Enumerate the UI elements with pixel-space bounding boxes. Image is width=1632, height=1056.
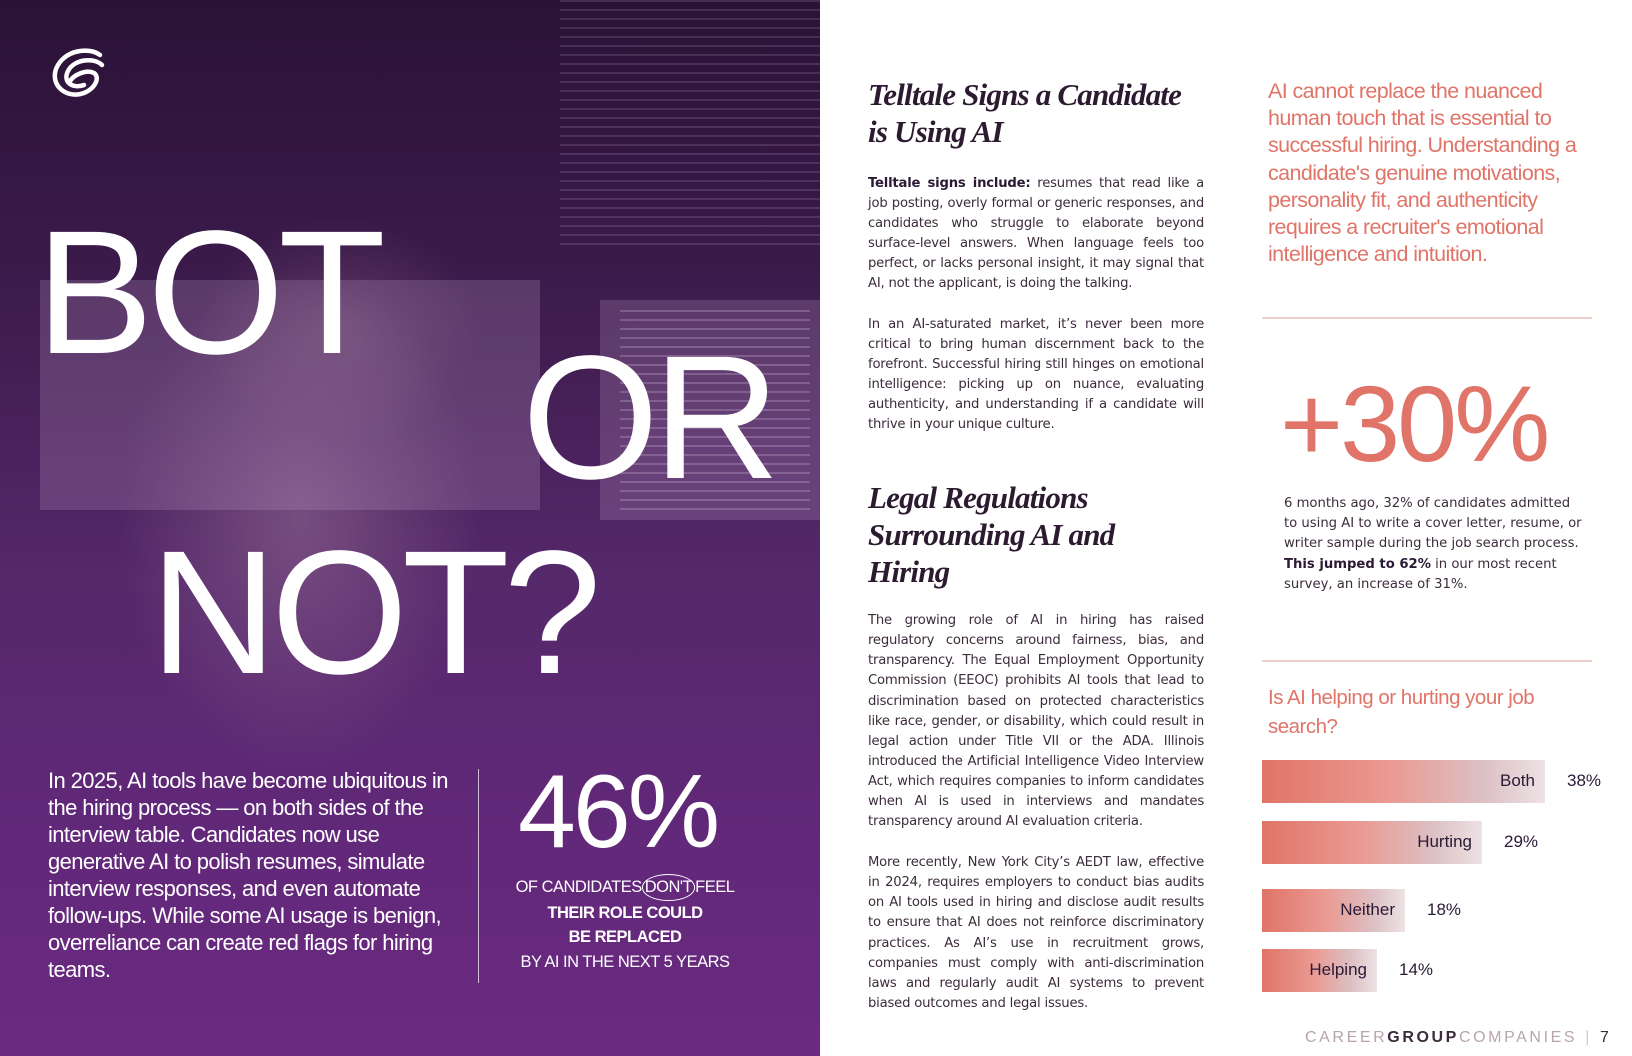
background-code — [560, 0, 820, 250]
intro-paragraph: In 2025, AI tools have become ubiquitous… — [48, 768, 448, 982]
bar-label: Both — [1500, 771, 1535, 790]
divider — [1262, 317, 1592, 319]
quote-column: AI cannot replace the nuanced human touc… — [1268, 78, 1598, 268]
bar-value-label: 38% — [1567, 771, 1602, 790]
stat-46-percent: 46% — [518, 754, 720, 870]
stat-plus-30: +30% — [1280, 363, 1550, 484]
stat-paragraph: 6 months ago, 32% of candidates admitted… — [1284, 494, 1584, 595]
caption-pre: OF CANDIDATES — [515, 878, 643, 896]
stat-text: 6 months ago, 32% of candidates admitted… — [1284, 496, 1582, 552]
paragraph-telltale: Telltale signs include: resumes that rea… — [868, 174, 1204, 295]
background-code — [620, 310, 810, 510]
headline-or: OR — [522, 320, 780, 516]
bar-value-label: 14% — [1399, 960, 1434, 979]
paragraph-regulations: The growing role of AI in hiring has rai… — [868, 613, 1204, 830]
bar-neither: Neither — [1262, 889, 1405, 932]
logo-icon — [52, 48, 105, 97]
page-number: 7 — [1599, 1029, 1609, 1046]
hero-panel: BOT OR NOT? In 2025, AI tools have becom… — [0, 0, 820, 1056]
background-monitor — [600, 300, 820, 520]
paragraph-discernment: In an AI-saturated market, it’s never be… — [868, 316, 1204, 433]
bar-label: Helping — [1309, 960, 1367, 979]
stat-text-end: in our most recent survey, an increase o… — [1284, 556, 1557, 592]
caption-post: FEEL — [695, 878, 735, 896]
stat-bold: This jumped to 62% — [1284, 556, 1431, 572]
brand-group: GROUP — [1387, 1029, 1459, 1046]
heading-telltale-signs: Telltale Signs a Candidate is Using AI — [868, 77, 1182, 149]
paragraph-text: resumes that read like a job posting, ov… — [868, 176, 1204, 292]
chart-title: Is AI helping or hurting your job search… — [1268, 686, 1535, 738]
bar-value-label: 29% — [1504, 832, 1539, 851]
bar-hurting: Hurting — [1262, 821, 1482, 864]
stat-caption: OF CANDIDATES DON'T FEEL THEIR ROLE COULD … — [495, 874, 755, 974]
pull-quote: AI cannot replace the nuanced human touc… — [1268, 79, 1577, 267]
caption-circled: DON'T — [641, 874, 696, 901]
bar-value-label: 18% — [1427, 900, 1462, 919]
footer-separator: | — [1585, 1029, 1592, 1046]
caption-line3: BE REPLACED — [568, 928, 682, 946]
bar-label: Hurting — [1417, 832, 1472, 851]
heading-legal-regulations: Legal Regulations Surrounding AI and Hir… — [868, 480, 1115, 590]
paragraph-nyc-law: More recently, New York City’s AEDT law,… — [868, 855, 1204, 1011]
divider — [1262, 660, 1592, 662]
caption-line4: BY AI IN THE NEXT 5 YEARS — [520, 952, 730, 971]
bar-helping: Helping — [1262, 949, 1377, 992]
vertical-divider — [478, 769, 479, 983]
brand-companies: COMPANIES — [1458, 1029, 1578, 1046]
bar-both: Both — [1262, 760, 1545, 803]
headline-not: NOT? — [150, 515, 601, 711]
article-column: Telltale Signs a Candidate is Using AI T… — [868, 76, 1204, 1014]
brand-career: CAREER — [1305, 1029, 1388, 1046]
caption-line2: THEIR ROLE COULD — [547, 903, 703, 922]
footer: CAREERGROUPCOMPANIES | 7 — [1305, 1029, 1609, 1047]
bar-label: Neither — [1340, 900, 1395, 919]
paragraph-lead: Telltale signs include: — [868, 176, 1031, 191]
headline-bot: BOT — [36, 195, 386, 391]
background-monitor — [40, 280, 540, 510]
